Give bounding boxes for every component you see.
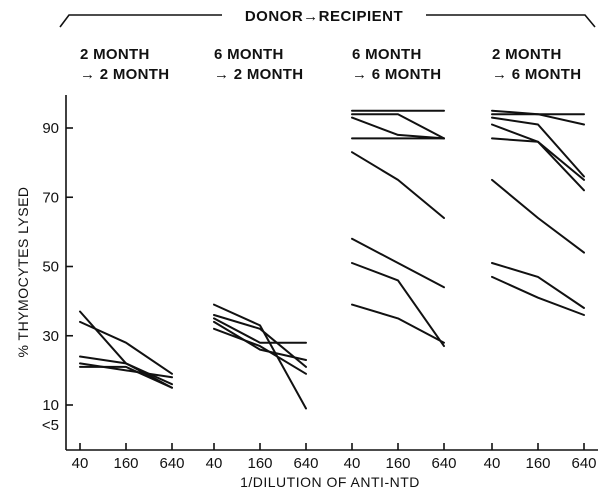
panel-4: 2 MONTH → 6 MONTH <box>491 46 585 316</box>
y-tick-label: 10 <box>42 397 59 414</box>
x-axis-ticks: 40 160 640 40 160 640 40 160 640 40 160 640 <box>72 443 597 472</box>
panel-1: 2 MONTH → 2 MONTH <box>79 46 173 389</box>
y-tick-label: 50 <box>42 259 59 276</box>
series-line <box>351 262 445 348</box>
x-tick-label: 160 <box>113 455 138 472</box>
y-axis-label: % THYMOCYTES LYSED <box>15 186 31 357</box>
series-line <box>351 151 445 219</box>
y-tick-label: <5 <box>42 417 59 434</box>
series-line <box>213 303 307 410</box>
series-line <box>491 123 585 181</box>
panel-2: 6 MONTH → 2 MONTH <box>213 46 307 410</box>
y-tick-label: 70 <box>42 189 59 206</box>
panel-title-recipient: → 2 MONTH <box>80 66 169 83</box>
x-tick-label: 40 <box>206 455 223 472</box>
series-line <box>491 262 585 309</box>
panel-title-recipient: → 2 MONTH <box>214 66 303 83</box>
x-tick-label: 640 <box>159 455 184 472</box>
series-line <box>79 310 173 389</box>
series-line <box>79 320 173 375</box>
series-line <box>491 137 585 192</box>
x-axis-label: 1/DILUTION OF ANTI-NTD <box>240 474 420 490</box>
series-line <box>79 355 173 386</box>
panel-title-recipient: → 6 MONTH <box>492 66 581 83</box>
panel-title-donor: 6 MONTH <box>352 46 422 63</box>
series-line <box>213 327 307 375</box>
panel-3: 6 MONTH → 6 MONTH <box>351 46 445 348</box>
panel-title-donor: 2 MONTH <box>80 46 150 63</box>
x-tick-label: 160 <box>247 455 272 472</box>
series-line <box>351 237 445 289</box>
x-tick-label: 160 <box>385 455 410 472</box>
series-line <box>351 113 445 140</box>
chart-title: DONOR→RECIPIENT <box>245 8 403 25</box>
panel-title-donor: 2 MONTH <box>492 46 562 63</box>
x-tick-label: 640 <box>431 455 456 472</box>
y-tick-label: 30 <box>42 328 59 345</box>
series-line <box>491 178 585 254</box>
x-tick-label: 640 <box>571 455 596 472</box>
x-tick-label: 40 <box>484 455 501 472</box>
panel-title-donor: 6 MONTH <box>214 46 284 63</box>
series-line <box>79 365 173 389</box>
y-tick-label: 90 <box>42 120 59 137</box>
series-line <box>351 116 445 140</box>
x-tick-label: 40 <box>72 455 89 472</box>
x-tick-label: 160 <box>525 455 550 472</box>
panel-title-recipient: → 6 MONTH <box>352 66 441 83</box>
series-line <box>491 116 585 178</box>
series-line <box>351 303 445 344</box>
chart-panels: 2 MONTH → 2 MONTH 6 MONTH → 2 MONTH 6 MONTH →… <box>79 46 585 410</box>
series-line <box>79 362 173 379</box>
series-line <box>213 320 307 361</box>
x-tick-label: 640 <box>293 455 318 472</box>
y-axis-ticks: 90 70 50 30 10 <5 <box>42 120 73 434</box>
series-line <box>213 317 307 344</box>
x-tick-label: 40 <box>344 455 361 472</box>
series-line <box>491 275 585 316</box>
series-line <box>491 113 585 126</box>
series-line <box>213 314 307 368</box>
donor-recipient-bracket <box>59 14 596 28</box>
